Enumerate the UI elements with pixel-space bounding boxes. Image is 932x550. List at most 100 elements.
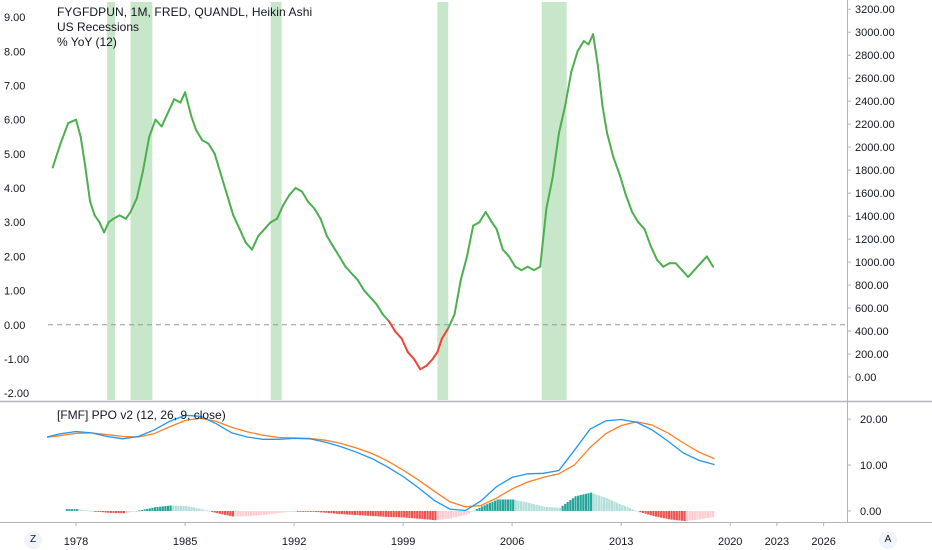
auto-scale-button[interactable]: A xyxy=(879,531,897,549)
histogram-bar xyxy=(125,511,128,513)
histogram-bar xyxy=(177,505,180,511)
histogram-bar xyxy=(504,499,507,511)
series-segment xyxy=(89,200,96,217)
histogram-bar xyxy=(346,511,349,515)
right-tick-label: 3000.00 xyxy=(855,27,895,39)
histogram-bar xyxy=(356,511,359,516)
left-price-axis[interactable]: 9.00 8.00 7.00 6.00 5.00 4.00 3.00 2.00 1.00 0.00… xyxy=(4,12,29,400)
right-price-axis[interactable]: 3200.00 3000.00 2800.00 2600.00 2400.00 2200.… xyxy=(847,4,895,384)
histogram-bar xyxy=(569,500,572,511)
main-legend: FYGFDPUN, 1M, FRED, QUANDL, Heikin Ashi … xyxy=(57,5,312,50)
left-tick-label: 8.00 xyxy=(4,46,25,58)
series-segment xyxy=(98,221,106,234)
series-segment xyxy=(705,255,715,268)
histogram-bar xyxy=(566,502,569,511)
recession-band-0 xyxy=(107,0,115,400)
histogram-bar xyxy=(242,511,245,517)
left-tick-label: 4.00 xyxy=(4,183,25,195)
recession-indicator-label[interactable]: US Recessions xyxy=(57,20,140,34)
series-segment xyxy=(257,228,266,237)
series-segment xyxy=(300,190,310,203)
series-segment xyxy=(232,214,241,231)
histogram-bar xyxy=(649,511,652,516)
histogram-bar xyxy=(587,493,590,511)
histogram-bar xyxy=(449,511,452,519)
histogram-bar xyxy=(416,511,419,519)
series-segment xyxy=(184,91,193,118)
histogram-bar xyxy=(250,511,253,516)
series-segment xyxy=(213,152,222,176)
series-segment xyxy=(276,204,285,220)
histogram-bar xyxy=(291,511,294,512)
recession-band-3 xyxy=(437,0,449,400)
histogram-bar xyxy=(481,506,484,511)
histogram-bar xyxy=(680,511,684,521)
time-tick-label: 2023 xyxy=(765,536,789,548)
histogram-bar xyxy=(96,511,99,512)
series-segment xyxy=(319,217,328,237)
histogram-bar xyxy=(312,511,315,512)
histogram-bar xyxy=(205,510,208,512)
series-segment xyxy=(356,279,366,292)
histogram-bar xyxy=(429,511,432,520)
histogram-bar xyxy=(343,511,346,515)
histogram-bar xyxy=(198,508,201,511)
histogram-bar xyxy=(400,511,403,518)
histogram-bar xyxy=(654,511,658,517)
right-tick-label: 3200.00 xyxy=(855,4,895,16)
histogram-bar xyxy=(530,503,533,511)
histogram-bar xyxy=(499,499,502,511)
series-segment xyxy=(118,214,127,220)
series-segment xyxy=(643,228,652,248)
symbol-title[interactable]: FYGFDPUN, 1M, FRED, QUANDL, Heikin Ashi xyxy=(57,5,313,19)
series-segment xyxy=(190,115,197,131)
histogram-bar xyxy=(351,511,354,515)
histogram-bar xyxy=(102,511,105,513)
histogram-bar xyxy=(696,511,699,520)
ppo-price-axis[interactable]: 20.00 10.00 0.00 xyxy=(847,414,888,518)
series-segment xyxy=(532,265,542,272)
histogram-bar xyxy=(616,502,619,511)
right-tick-label: 1200.00 xyxy=(855,234,895,246)
histogram-bar xyxy=(112,511,115,513)
ppo-legend[interactable]: [FMF] PPO v2 (12, 26, 9, close) xyxy=(57,408,226,422)
series-segment xyxy=(564,70,573,107)
histogram-bar xyxy=(525,502,528,511)
series-segment xyxy=(195,128,204,142)
histogram-bar xyxy=(361,511,364,516)
histogram-bar xyxy=(548,507,551,511)
right-tick-label: 1400.00 xyxy=(855,211,895,223)
histogram-bar xyxy=(608,499,611,511)
histogram-bar xyxy=(595,494,598,511)
time-axis[interactable]: 1978 1985 1992 1999 2006 2013 2020 2023 2026 xyxy=(64,522,836,548)
series-segment xyxy=(406,351,415,360)
histogram-bar xyxy=(514,500,517,511)
histogram-bar xyxy=(148,508,151,511)
series-segment xyxy=(631,211,640,224)
histogram-bar xyxy=(213,511,216,513)
right-tick-label: 0.00 xyxy=(855,372,876,384)
histogram-bar xyxy=(200,509,203,511)
histogram-bar xyxy=(299,511,302,512)
histogram-bar xyxy=(553,507,556,511)
histogram-bar xyxy=(164,506,167,511)
histogram-bar xyxy=(496,499,499,511)
histogram-bar xyxy=(613,501,616,511)
histogram-bar xyxy=(590,492,593,511)
histogram-bar xyxy=(255,511,258,516)
histogram-bar xyxy=(535,504,538,511)
histogram-bar xyxy=(647,511,650,515)
histogram-bar xyxy=(179,505,183,511)
yoy-indicator-label[interactable]: % YoY (12) xyxy=(57,35,117,49)
timezone-button[interactable]: Z xyxy=(24,531,42,549)
histogram-bar xyxy=(335,511,338,514)
histogram-bar xyxy=(265,511,268,515)
histogram-bar xyxy=(190,507,193,511)
histogram-bar xyxy=(382,511,385,517)
histogram-bar xyxy=(452,511,455,518)
histogram-bar xyxy=(143,509,146,511)
histogram-bar xyxy=(605,498,608,511)
series-segment xyxy=(606,132,615,159)
histogram-bar xyxy=(320,511,323,513)
